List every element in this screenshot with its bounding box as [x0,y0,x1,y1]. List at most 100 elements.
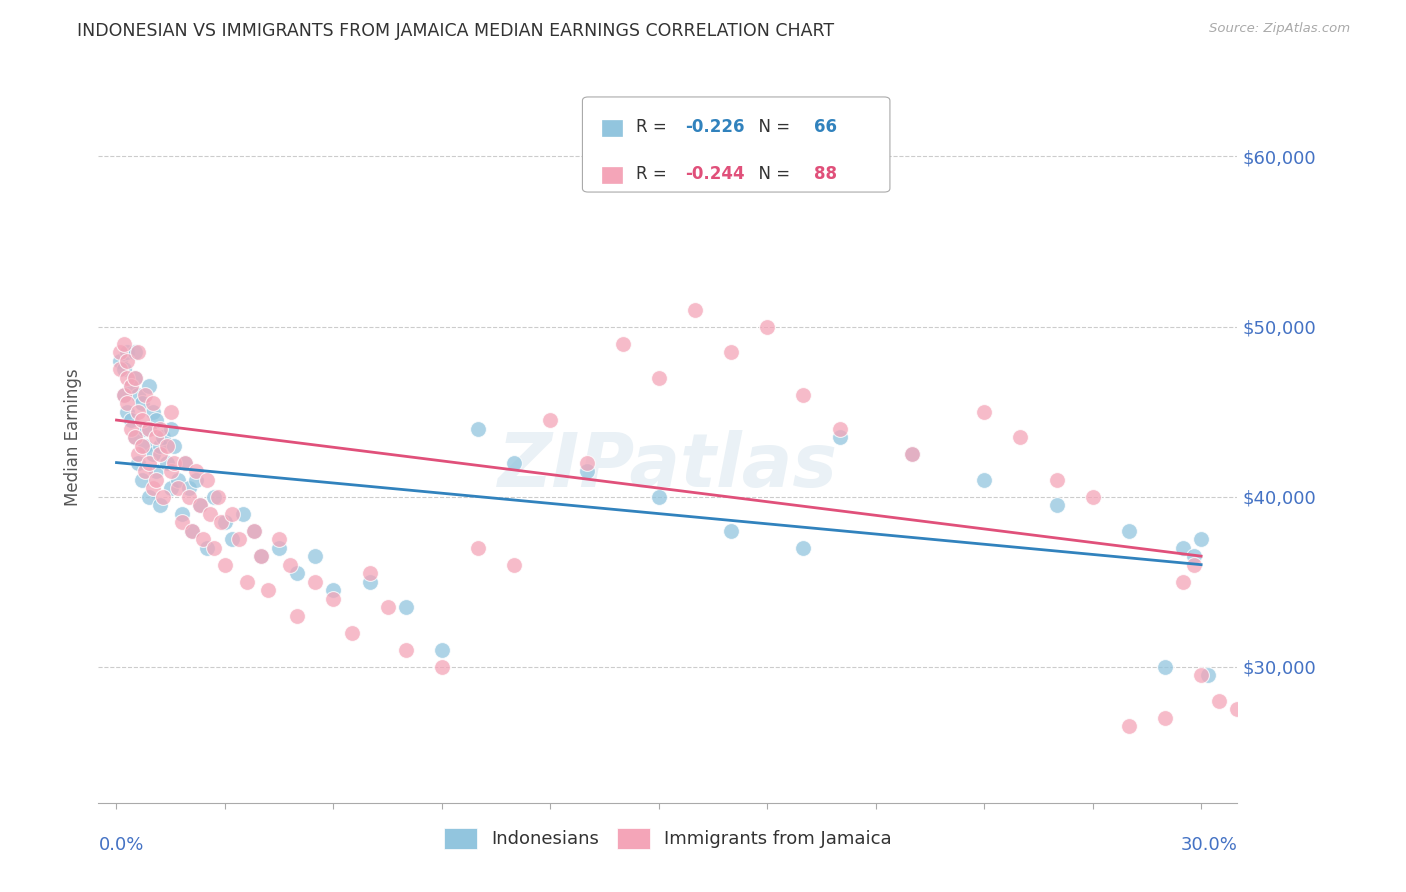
Point [188,498,211,512]
Point [117,396,139,410]
Point [120,421,142,435]
Point [973,473,995,487]
Point [243,524,266,538]
Point [117,345,139,359]
Text: R =: R = [636,165,672,183]
Point [112,362,135,376]
Point [828,421,851,435]
Point [145,473,167,487]
Point [188,498,211,512]
Point [575,456,598,470]
Point [174,456,197,470]
Point [1118,719,1140,733]
Point [1081,490,1104,504]
Point [124,345,146,359]
Point [1208,694,1230,708]
Point [124,430,146,444]
Point [1189,668,1212,682]
Point [202,490,225,504]
Text: 66: 66 [814,118,837,136]
FancyBboxPatch shape [582,97,890,192]
Text: 30.0%: 30.0% [1181,836,1237,854]
Point [269,532,291,546]
Point [250,549,273,563]
Text: N =: N = [748,165,794,183]
Point [250,549,273,563]
Point [177,490,200,504]
Text: -0.226: -0.226 [685,118,744,136]
Point [720,524,742,538]
Point [131,439,153,453]
Point [1298,728,1320,742]
Point [142,404,165,418]
Point [112,336,135,351]
Point [901,447,924,461]
Point [124,370,146,384]
Point [285,566,308,581]
Point [127,387,149,401]
Point [214,558,236,572]
Point [174,456,197,470]
Point [152,430,174,444]
Point [269,541,291,555]
Y-axis label: Median Earnings: Median Earnings [65,368,83,506]
Point [340,625,363,640]
Point [221,532,243,546]
Point [1045,498,1067,512]
Point [195,541,218,555]
Text: 0.0%: 0.0% [98,836,143,854]
Point [322,583,344,598]
Point [142,481,165,495]
Point [538,413,561,427]
Point [1281,685,1303,699]
Point [149,447,172,461]
Point [395,600,418,615]
Point [131,396,153,410]
Point [138,379,160,393]
Point [184,473,207,487]
Point [134,464,156,478]
Point [235,574,257,589]
Point [1182,558,1205,572]
Point [170,515,193,529]
Text: 88: 88 [814,165,837,183]
Point [167,473,190,487]
Point [142,396,165,410]
Point [159,464,181,478]
Point [202,541,225,555]
Point [124,430,146,444]
Point [108,353,131,368]
Point [127,345,149,359]
Point [278,558,301,572]
Point [221,507,243,521]
Text: Source: ZipAtlas.com: Source: ZipAtlas.com [1209,22,1350,36]
Point [112,387,135,401]
Text: R =: R = [636,118,672,136]
Point [1154,711,1177,725]
Point [120,413,142,427]
Point [612,336,634,351]
Point [149,439,172,453]
Point [304,574,326,589]
Point [285,608,308,623]
Point [503,558,526,572]
Point [648,490,671,504]
Point [1263,702,1285,716]
Point [1226,702,1249,716]
Point [149,498,172,512]
Point [1010,430,1032,444]
Point [184,464,207,478]
Point [1244,677,1267,691]
Point [120,379,142,393]
Point [156,456,179,470]
Point [177,481,200,495]
Point [792,387,814,401]
Point [127,404,149,418]
Point [181,524,204,538]
Point [648,370,671,384]
Point [159,421,181,435]
Point [134,421,156,435]
Point [973,404,995,418]
Point [1118,524,1140,538]
Point [207,490,229,504]
